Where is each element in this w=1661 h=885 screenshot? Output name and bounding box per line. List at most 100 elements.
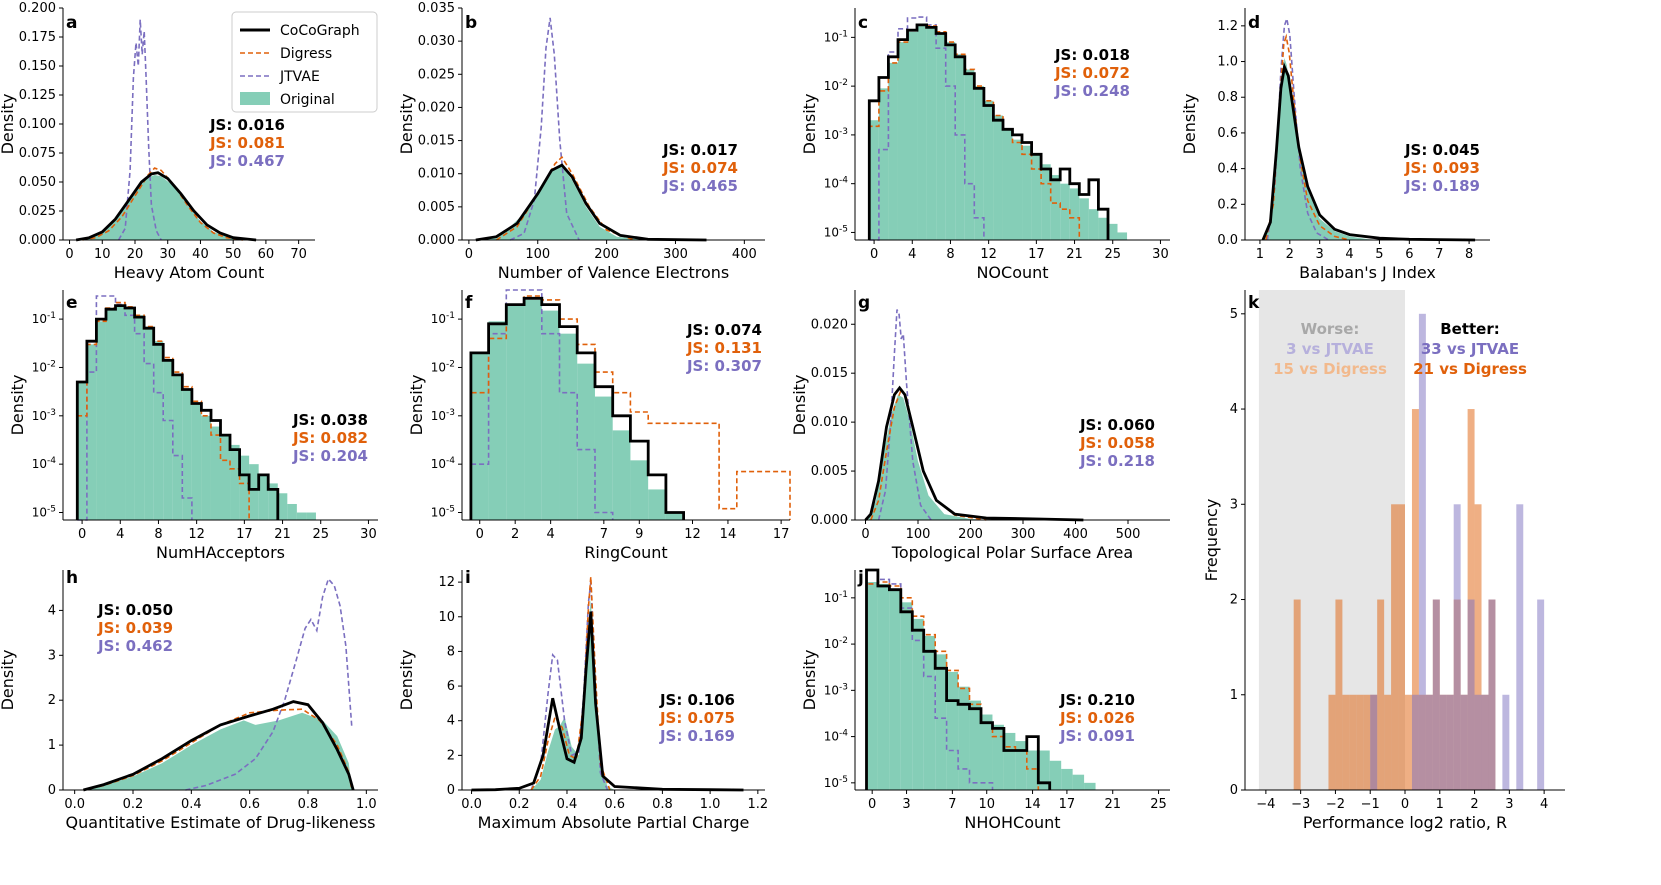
original-bar (220, 435, 231, 520)
original-bar (630, 460, 649, 520)
y-tick-label: 10-5 (32, 505, 56, 520)
original-bar (506, 304, 525, 520)
x-tick-label: 1 (1256, 247, 1264, 262)
x-tick-label: 25 (1150, 797, 1167, 812)
y-tick-label: 4 (48, 603, 56, 618)
js-score-jtvae: JS: 0.462 (97, 637, 173, 655)
original-bar (488, 321, 507, 520)
x-tick-label: 17 (1028, 247, 1045, 262)
original-area (1264, 58, 1380, 240)
panel-letter: f (465, 293, 473, 313)
original-bar (105, 309, 116, 520)
jtvae-bar (1411, 694, 1419, 790)
original-bar (958, 686, 970, 790)
original-bar (955, 54, 965, 241)
cocograph-step (75, 304, 280, 520)
y-tick-label: 10-1 (32, 311, 56, 326)
cocograph-line (83, 700, 355, 792)
jtvae-bar (1481, 694, 1489, 790)
panel-c: 0 4 8 12 17 21 25 30 10-5 10-4 10-3 10-2 10-1 NOCount… (800, 8, 1170, 282)
y-tick-label: 10-5 (431, 505, 455, 520)
y-tick-label: 2 (48, 693, 56, 708)
y-tick-label: 10-4 (824, 176, 849, 191)
original-bar (277, 493, 288, 520)
jtvae-bar (1418, 313, 1426, 790)
y-tick-label: 0.8 (1217, 90, 1238, 105)
better-title: Better: (1440, 320, 1500, 338)
y-axis-label: Density (397, 650, 416, 711)
original-bar (964, 69, 975, 241)
panel-letter: b (465, 13, 477, 33)
x-tick-label: 300 (1011, 527, 1036, 542)
x-tick-label: 12 (684, 527, 701, 542)
y-tick-label: 0.2 (1217, 197, 1238, 212)
x-tick-label: −2 (1326, 797, 1345, 812)
x-tick-label: 8 (946, 247, 954, 262)
y-tick-label: 0.035 (418, 1, 455, 16)
x-tick-label: 200 (594, 247, 619, 262)
y-tick-label: 10-4 (431, 456, 456, 471)
js-score-digress: JS: 0.075 (659, 709, 735, 727)
y-axis-label: Density (0, 94, 17, 155)
y-tick-label: 0.015 (811, 366, 848, 381)
y-tick-label: 10-5 (824, 775, 848, 790)
cocograph-line (1261, 62, 1476, 242)
original-bar (201, 415, 211, 520)
digress-bar (1411, 409, 1419, 790)
x-tick-label: 60 (258, 247, 275, 262)
jtvae-line (117, 19, 162, 241)
original-bar (612, 430, 631, 520)
digress-bar (1384, 694, 1392, 790)
original-bar (172, 374, 183, 520)
y-tick-label: 0.030 (418, 34, 455, 49)
jtvae-bar (1502, 694, 1510, 790)
original-area (79, 175, 257, 240)
y-tick-label: 10-3 (824, 127, 848, 142)
y-tick-label: 4 (1230, 402, 1238, 417)
x-tick-label: −4 (1256, 797, 1275, 812)
y-axis-label: Density (1180, 94, 1199, 155)
original-bar (96, 321, 106, 520)
js-score-jtvae: JS: 0.465 (662, 177, 738, 195)
x-tick-label: 400 (732, 247, 757, 262)
y-tick-label: 0 (447, 783, 455, 798)
x-axis-label: Quantitative Estimate of Drug-likeness (66, 813, 376, 832)
cocograph-step (469, 296, 685, 520)
x-tick-label: 200 (958, 527, 983, 542)
panel-letter: c (858, 13, 868, 33)
cocograph-step (867, 23, 1110, 240)
x-tick-label: 10 (978, 797, 995, 812)
y-tick-label: 0.010 (418, 167, 455, 182)
original-bar (1088, 209, 1099, 240)
x-tick-label: 0 (476, 527, 484, 542)
original-bar (1107, 223, 1118, 240)
y-tick-label: 10-2 (824, 636, 848, 651)
legend-jtvae-label: JTVAE (279, 69, 320, 85)
y-tick-label: 10-2 (431, 359, 455, 374)
y-axis-label: Density (800, 650, 819, 711)
y-tick-label: 0.020 (418, 100, 455, 115)
cocograph-line (864, 385, 1084, 522)
panel-e: 0 4 8 12 17 21 25 30 10-5 10-4 10-3 10-2 10-1 NumHAcc… (8, 290, 378, 562)
y-tick-label: 4 (447, 714, 455, 729)
digress-bar (1349, 694, 1357, 790)
panel-d: 1 2 3 4 5 6 7 8 0.0 0.2 0.4 0.6 0.8 1.0 1.2 Balaban's J… (1180, 8, 1490, 282)
panel-f: 0 2 4 7 9 12 14 17 10-5 10-4 10-3 10-2 10-1 RingCount… (407, 289, 791, 562)
original-bar (541, 310, 560, 520)
jtvae-bar (1370, 694, 1378, 790)
js-score-jtvae: JS: 0.169 (659, 727, 735, 745)
x-tick-label: 3 (1316, 247, 1324, 262)
js-score-digress: JS: 0.081 (209, 134, 285, 152)
digress-bar (1391, 504, 1399, 790)
js-score-jtvae: JS: 0.189 (1404, 177, 1480, 195)
original-bar (945, 42, 956, 240)
original-bar (153, 341, 164, 520)
original-bar (77, 382, 87, 520)
y-tick-label: 0.150 (19, 59, 56, 74)
original-bar (230, 444, 240, 520)
digress-step (76, 301, 250, 520)
original-bar (889, 588, 901, 790)
jtvae-step (77, 295, 193, 521)
js-score-cocograph: JS: 0.106 (659, 691, 735, 709)
